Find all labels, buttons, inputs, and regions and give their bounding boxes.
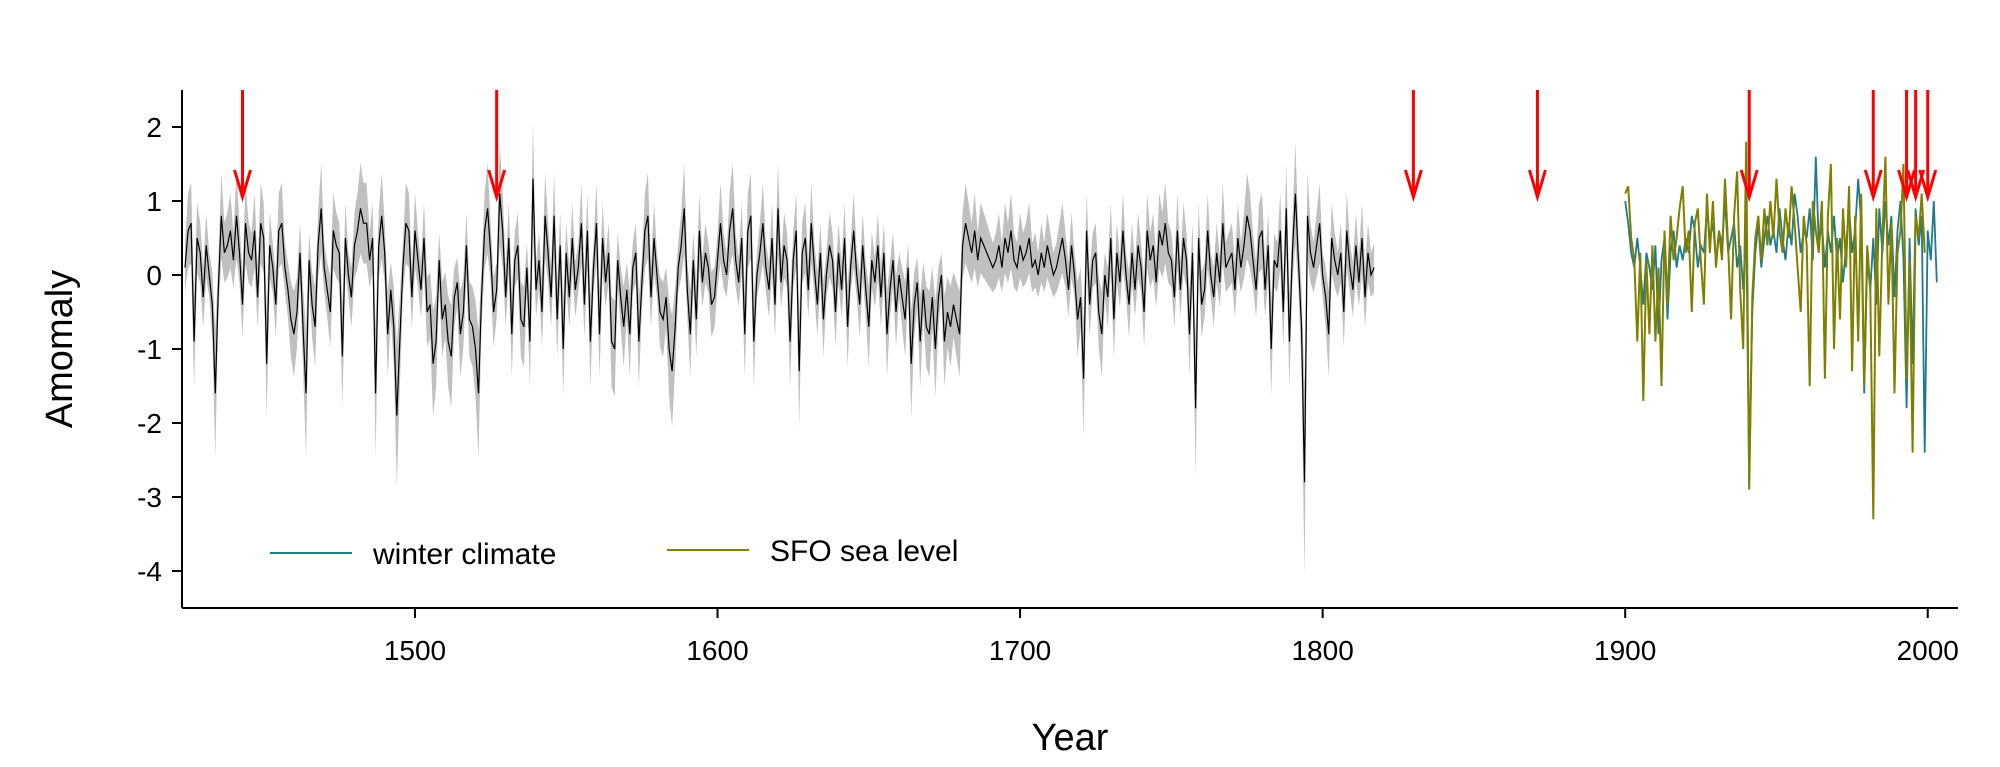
event-arrow (1739, 90, 1759, 203)
event-arrow (1863, 90, 1883, 203)
y-tick-label: -4 (137, 556, 162, 587)
x-axis-title: Year (1032, 717, 1109, 759)
y-tick-label: -1 (137, 334, 162, 365)
y-tick-label: 2 (146, 112, 162, 143)
y-axis-title: Amomaly (39, 270, 81, 428)
series-layer (184, 141, 1938, 520)
x-tick-label: 2000 (1897, 635, 1959, 666)
event-arrow (1897, 90, 1917, 203)
series-line-sfo-sea-level (1624, 141, 1926, 520)
uncertainty-band (185, 122, 1375, 577)
y-tick-label: -3 (137, 482, 162, 513)
event-arrow (233, 90, 252, 203)
x-tick-label: 1600 (686, 635, 748, 666)
legend: winter climate SFO sea level (270, 535, 958, 571)
legend-label-winter-climate: winter climate (372, 538, 556, 571)
event-arrow (1528, 90, 1547, 203)
x-tick-label: 1800 (1291, 635, 1353, 666)
y-tick-label: 0 (146, 260, 162, 291)
uncertainty-band-layer (185, 122, 1375, 577)
y-tick-label: -2 (137, 408, 162, 439)
x-tick-label: 1500 (384, 635, 446, 666)
event-arrow (487, 90, 507, 203)
tick-labels: 2 1 0 -1 -2 -3 -4 1500 1600 1700 1800 1900 2000 (137, 112, 1959, 666)
y-tick-label: 1 (146, 186, 162, 217)
legend-label-sfo-sea-level: SFO sea level (770, 535, 958, 568)
x-tick-label: 1900 (1594, 635, 1656, 666)
event-arrows (233, 90, 1938, 203)
reconstruction-line (184, 178, 1375, 483)
event-arrow (1906, 90, 1926, 203)
event-arrow (1918, 90, 1938, 203)
event-arrow (1403, 90, 1423, 203)
series-line-winter-climate (1624, 156, 1938, 483)
x-tick-label: 1700 (989, 635, 1051, 666)
